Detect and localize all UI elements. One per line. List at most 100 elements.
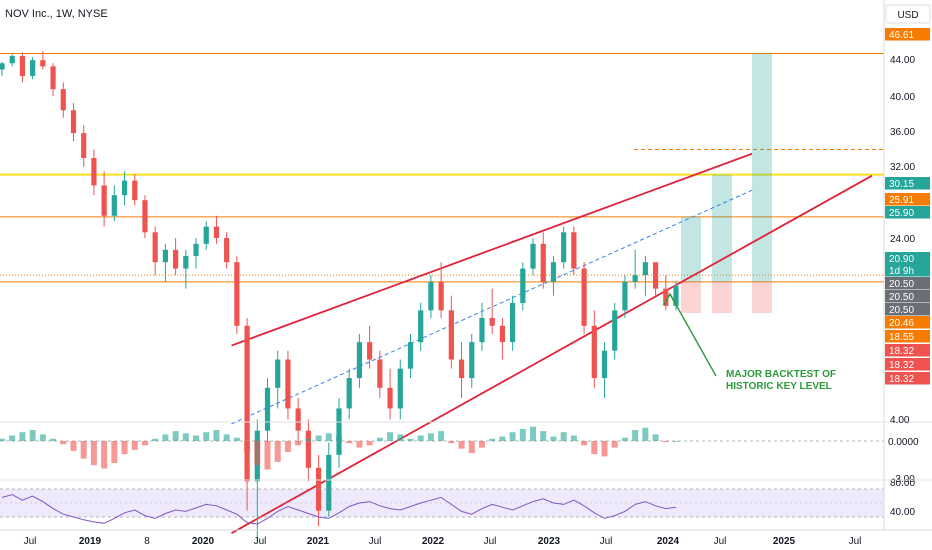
time-label-10: Jul	[600, 536, 613, 547]
candle-body-19	[193, 243, 199, 256]
candle-body-50	[510, 302, 516, 343]
candle-body-58	[591, 325, 597, 379]
macd-bar-43	[438, 431, 445, 441]
macd-bar-46	[468, 441, 475, 454]
macd-bar-24	[244, 441, 251, 452]
price-tick-5: 36.00	[890, 127, 915, 138]
macd-bar-8	[80, 441, 87, 459]
candle-body-11	[111, 195, 117, 216]
zone-box-5	[752, 281, 772, 314]
candle-body-55	[561, 232, 567, 263]
price-label-box-2	[885, 193, 930, 206]
time-label-2: 8	[144, 536, 150, 547]
price-label-text-8: 20.50	[889, 305, 914, 316]
candle-body-28	[285, 359, 291, 409]
macd-bar-49	[499, 436, 506, 441]
currency-label: USD	[897, 10, 918, 21]
candle-body-23	[234, 262, 240, 326]
macd-bar-18	[182, 433, 189, 441]
macd-bar-2	[19, 432, 26, 441]
macd-bar-0	[0, 438, 5, 441]
price-label-box-9	[885, 316, 930, 329]
candle-body-4	[40, 60, 46, 67]
candle-body-39	[397, 368, 403, 409]
price-label-text-9: 20.46	[889, 318, 914, 329]
candle-body-20	[203, 226, 209, 244]
candle-body-16	[162, 249, 168, 263]
candle-body-30	[305, 430, 311, 468]
rsi-tick-1: 40.00	[890, 507, 915, 518]
annotation-arrow	[669, 293, 717, 377]
candle-body-62	[632, 275, 638, 282]
time-label-1: 2019	[79, 536, 102, 547]
rsi-pane: 80.00 40.00	[0, 478, 915, 525]
zone-box-3	[681, 281, 701, 314]
macd-bar-60	[611, 441, 618, 448]
candle-body-56	[571, 232, 577, 269]
price-label-text-13: 18.32	[889, 374, 914, 385]
macd-bar-63	[642, 427, 649, 441]
macd-bar-58	[591, 441, 598, 455]
candle-body-5	[50, 66, 56, 90]
macd-bar-27	[274, 441, 281, 462]
price-tick-0: 4.00	[890, 415, 910, 426]
candle-body-3	[30, 60, 36, 76]
annotation: MAJOR BACKTEST OF HISTORIC KEY LEVEL	[663, 292, 836, 392]
price-tick-6: 40.00	[890, 92, 915, 103]
macd-bar-45	[458, 441, 465, 449]
macd-bar-3	[29, 430, 36, 441]
price-label-text-12: 18.32	[889, 360, 914, 371]
candle-body-33	[336, 408, 342, 455]
candle-body-61	[622, 281, 628, 311]
price-label-text-7: 20.50	[889, 292, 914, 303]
price-label-text-5: 1d 9h	[889, 266, 914, 277]
price-label-text-0: 46.61	[889, 30, 914, 41]
candle-body-47	[479, 317, 485, 343]
candle-body-14	[142, 200, 148, 233]
time-label-12: Jul	[714, 536, 727, 547]
macd-bar-36	[366, 441, 373, 446]
candle-body-41	[418, 310, 424, 343]
candle-body-66	[673, 285, 679, 306]
candle-body-10	[101, 185, 107, 216]
macd-bar-59	[601, 441, 608, 457]
macd-bar-50	[509, 432, 516, 441]
candle-body-51	[520, 268, 526, 303]
candle-body-15	[152, 232, 158, 263]
macd-bar-40	[407, 438, 414, 441]
candle-body-0	[0, 63, 5, 70]
price-tick-4: 32.00	[890, 162, 915, 173]
candle-body-37	[377, 359, 383, 388]
candle-body-42	[428, 281, 434, 311]
price-label-box-7	[885, 290, 930, 303]
time-label-0: Jul	[24, 536, 37, 547]
zone-box-1	[712, 174, 732, 282]
candle-body-38	[387, 387, 393, 409]
time-label-9: 2023	[538, 536, 561, 547]
candle-body-36	[367, 342, 373, 360]
macd-bar-14	[141, 441, 148, 446]
macd-bar-33	[336, 436, 342, 441]
price-label-text-11: 18.32	[889, 346, 914, 357]
candle-body-18	[183, 255, 189, 269]
zone-box-2	[752, 53, 772, 282]
price-label-text-1: 30.15	[889, 179, 914, 190]
macd-bar-26	[264, 441, 271, 470]
candle-body-1	[9, 55, 15, 64]
price-label-box-13	[885, 372, 930, 385]
macd-bar-4	[39, 434, 46, 441]
candle-body-59	[601, 350, 608, 379]
macd-bar-19	[193, 435, 200, 441]
rsi-line	[1, 494, 677, 525]
macd-bar-23	[233, 437, 240, 441]
macd-pane: 0.0000-3.00	[0, 426, 919, 485]
macd-bar-37	[376, 437, 383, 441]
candle-body-60	[612, 310, 618, 351]
annotation-arrowhead	[663, 292, 677, 306]
macd-bar-48	[489, 438, 496, 441]
currency-box[interactable]	[885, 4, 931, 24]
candle-body-12	[121, 180, 128, 196]
macd-bar-29	[295, 441, 302, 446]
